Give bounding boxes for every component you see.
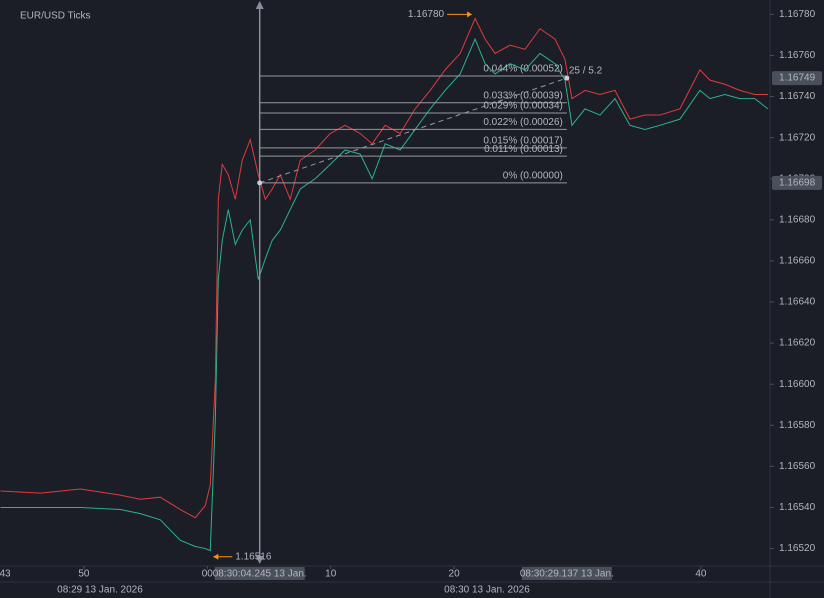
price-badge-label: 1.16698 <box>779 177 816 188</box>
y-tick-label: 1.16560 <box>779 461 816 472</box>
y-tick-label: 1.16540 <box>779 502 816 513</box>
arrow-top <box>255 1 264 9</box>
date-label: 08:29 13 Jan. 2026 <box>57 585 143 596</box>
x-tick-label: 00 <box>202 569 214 580</box>
y-tick-label: 1.16680 <box>779 214 816 225</box>
x-tick-label: 20 <box>449 569 461 580</box>
y-tick-label: 1.16600 <box>779 379 816 390</box>
date-label: 08:30 13 Jan. 2026 <box>444 585 530 596</box>
y-tick-label: 1.16780 <box>779 9 816 20</box>
time-badge-label: 08:30:04.245 13 Jan. <box>213 569 307 580</box>
fib-level-label: 0.044% (0.00052) <box>483 64 563 75</box>
price-badge <box>772 175 822 190</box>
price-line <box>0 37 769 552</box>
fib-level-label: 0.011% (0.00013) <box>484 144 563 155</box>
y-tick-label: 1.16620 <box>779 338 816 349</box>
fib-level-label: 0.022% (0.00026) <box>483 117 563 128</box>
chart-title: EUR/USD Ticks <box>20 11 91 22</box>
fib-ratio-label: 25 / 5.2 <box>569 66 603 77</box>
fib-level-label: 0.029% (0.00034) <box>483 101 563 112</box>
fib-anchor <box>564 75 570 81</box>
low-label: 1.16516 <box>235 551 272 562</box>
fib-anchor <box>257 180 263 186</box>
y-tick-label: 1.16760 <box>779 50 816 61</box>
fib-level-label: 0.033% (0.00039) <box>483 90 563 101</box>
time-badge <box>521 567 612 580</box>
plot-area <box>0 17 769 552</box>
x-tick-label: 40 <box>695 569 707 580</box>
fib-trend <box>259 77 568 184</box>
price-line <box>0 17 768 519</box>
time-badge-label: 08:30:29.137 13 Jan. <box>520 569 614 580</box>
y-tick-label: 1.16580 <box>779 420 816 431</box>
high-label: 1.16780 <box>408 9 445 20</box>
time-badge <box>214 567 305 580</box>
x-tick-label: 10 <box>325 569 337 580</box>
price-badge-label: 1.16749 <box>779 73 816 84</box>
x-tick-label: 43 <box>0 569 11 580</box>
fib-level-label: 0.015% (0.00017) <box>483 136 563 147</box>
low-arrow-head <box>213 553 219 560</box>
arrow-bottom <box>255 556 264 564</box>
high-arrow-head <box>467 11 473 18</box>
price-badge <box>772 71 822 86</box>
y-tick-label: 1.16640 <box>779 297 816 308</box>
y-tick-label: 1.16720 <box>779 132 816 143</box>
y-tick-label: 1.16520 <box>779 543 816 554</box>
fib-level-label: 0% (0.00000) <box>503 170 563 181</box>
x-tick-label: 50 <box>78 569 90 580</box>
y-tick-label: 1.16740 <box>779 91 816 102</box>
y-tick-label: 1.16660 <box>779 256 816 267</box>
